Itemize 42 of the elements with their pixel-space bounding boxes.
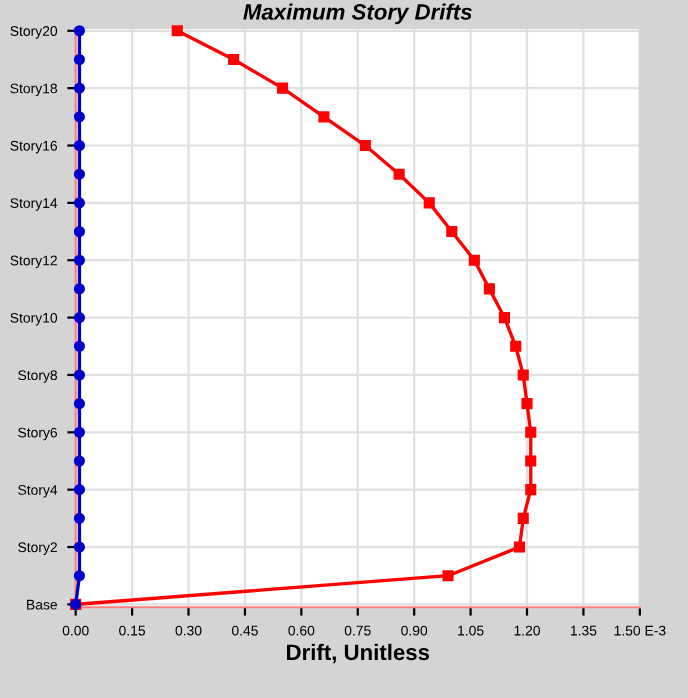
point bbox=[73, 25, 85, 37]
point bbox=[73, 484, 85, 496]
point bbox=[73, 340, 85, 352]
point bbox=[73, 398, 85, 410]
point bbox=[73, 283, 85, 295]
point bbox=[73, 254, 85, 266]
point bbox=[73, 426, 85, 438]
point bbox=[423, 197, 435, 209]
point bbox=[517, 369, 529, 381]
point bbox=[498, 312, 510, 324]
point bbox=[73, 312, 85, 324]
point bbox=[510, 340, 522, 352]
x-axis-title: Drift, Unitless bbox=[287, 643, 430, 664]
point bbox=[483, 283, 495, 295]
point bbox=[513, 541, 526, 553]
point bbox=[318, 111, 330, 123]
point bbox=[73, 82, 85, 94]
point bbox=[228, 53, 240, 66]
point bbox=[525, 426, 537, 438]
point bbox=[446, 225, 458, 238]
point bbox=[525, 484, 537, 496]
point bbox=[468, 254, 480, 266]
point bbox=[359, 139, 371, 152]
point bbox=[73, 369, 85, 381]
point bbox=[525, 455, 537, 467]
point bbox=[171, 25, 183, 37]
point bbox=[73, 139, 85, 152]
point bbox=[73, 512, 85, 524]
point bbox=[521, 398, 533, 410]
point bbox=[517, 512, 529, 524]
point bbox=[276, 82, 289, 94]
point bbox=[73, 225, 85, 238]
point bbox=[73, 570, 85, 582]
point bbox=[73, 541, 85, 553]
point bbox=[442, 570, 454, 582]
point bbox=[393, 168, 405, 180]
chart-title: Maximum Story Drifts bbox=[243, 3, 472, 25]
point bbox=[73, 168, 85, 180]
point bbox=[73, 197, 85, 209]
point bbox=[73, 111, 85, 123]
point bbox=[73, 53, 85, 66]
point bbox=[73, 455, 85, 467]
